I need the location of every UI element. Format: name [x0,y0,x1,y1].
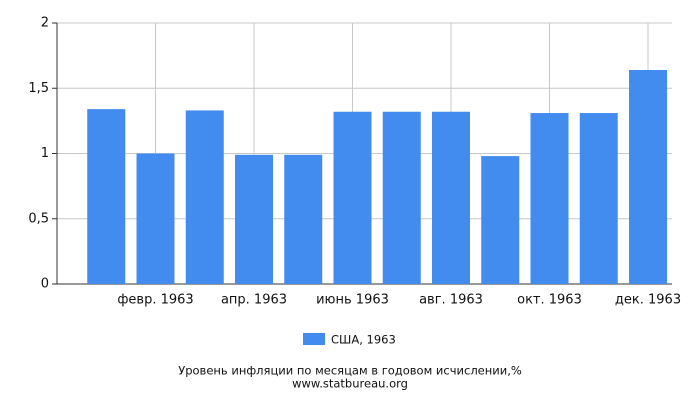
bar [333,111,372,285]
legend-swatch [303,333,325,345]
chart-title: Уровень инфляции по месяцам в годовом ис… [178,364,522,378]
y-tick-label: 2 [41,16,49,31]
bar [185,110,224,284]
x-tick-label: апр. 1963 [221,293,287,308]
bar [629,69,667,284]
bar [432,111,470,285]
bar [235,154,273,284]
y-tick-label: 0,5 [28,211,49,226]
x-tick-label: дек. 1963 [615,293,681,308]
bar [87,109,126,284]
x-tick-label: февр. 1963 [117,293,193,308]
chart-source: www.statbureau.org [292,377,408,391]
legend-label: США, 1963 [331,333,396,347]
bar [579,113,618,284]
x-tick-label: авг. 1963 [419,293,483,308]
bar [530,113,569,284]
bar [382,111,421,285]
x-tick-label: июнь 1963 [316,293,389,308]
bar [284,154,323,284]
y-tick-label: 0 [41,277,49,292]
bar [481,156,520,284]
y-tick-label: 1 [41,146,49,161]
bar [136,153,175,284]
y-tick-label: 1,5 [28,81,49,96]
x-tick-label: окт. 1963 [517,293,582,308]
